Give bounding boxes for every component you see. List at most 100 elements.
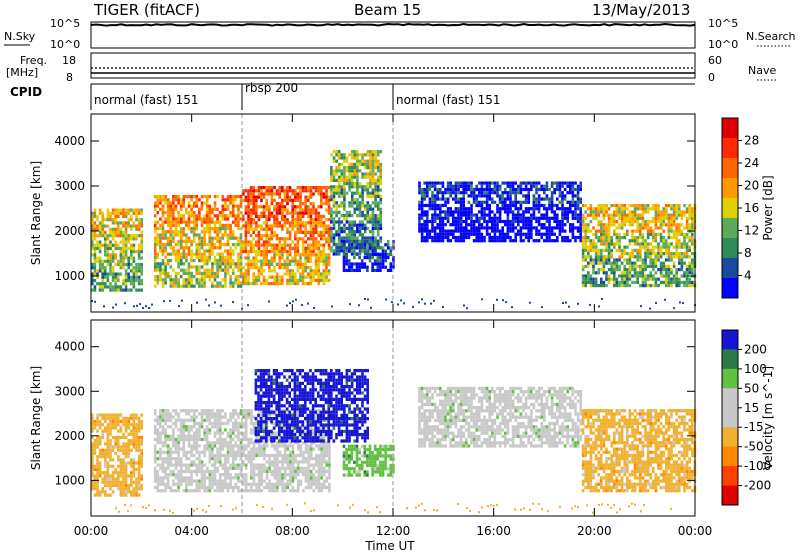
data-cell xyxy=(678,280,681,284)
data-cell xyxy=(96,240,99,244)
colorbar-tick-label: 20 xyxy=(744,179,759,193)
data-cell xyxy=(470,213,473,217)
data-cell xyxy=(659,264,663,268)
data-cell xyxy=(198,233,201,237)
data-cell xyxy=(672,204,676,208)
data-cell xyxy=(337,220,341,224)
data-cell xyxy=(356,204,359,208)
data-cell xyxy=(524,207,528,211)
data-cell xyxy=(101,211,104,215)
data-cell xyxy=(198,243,201,247)
data-cell xyxy=(294,198,297,202)
data-cell xyxy=(360,246,364,250)
data-cell xyxy=(187,479,191,483)
data-cell xyxy=(262,278,266,282)
data-cell xyxy=(441,219,445,224)
data-cell xyxy=(683,242,686,246)
data-cell xyxy=(114,416,117,420)
data-cell xyxy=(652,261,655,265)
data-cell xyxy=(348,223,351,227)
data-cell xyxy=(104,455,107,459)
data-cell xyxy=(185,428,188,432)
data-cell xyxy=(242,272,245,276)
data-cell xyxy=(345,210,349,214)
data-cell xyxy=(597,213,600,217)
data-cell xyxy=(226,249,230,253)
data-cell xyxy=(446,235,450,240)
data-cell xyxy=(574,235,577,240)
data-cell xyxy=(636,242,639,246)
data-cell xyxy=(275,224,279,228)
data-cell xyxy=(446,216,450,220)
data-cell xyxy=(639,264,642,268)
data-cell xyxy=(470,191,473,195)
data-cell xyxy=(239,275,243,279)
data-cell xyxy=(291,256,294,260)
data-cell xyxy=(132,224,136,228)
data-cell xyxy=(159,268,162,272)
data-cell xyxy=(172,469,175,474)
data-cell xyxy=(182,444,186,448)
data-cell xyxy=(114,471,117,475)
data-cell xyxy=(286,230,289,234)
data-cell xyxy=(579,229,582,233)
data-cell xyxy=(537,239,541,243)
data-cell xyxy=(161,278,165,282)
data-cell xyxy=(654,236,658,240)
data-cell xyxy=(211,239,214,243)
data-cell xyxy=(270,195,274,199)
data-cell xyxy=(691,210,694,214)
colorbar-tick-label: 12 xyxy=(744,224,759,238)
data-cell xyxy=(685,216,689,220)
data-cell xyxy=(190,198,193,202)
data-cell xyxy=(166,418,170,422)
data-cell xyxy=(166,412,170,416)
data-cell xyxy=(273,266,276,270)
data-cell xyxy=(369,162,372,166)
data-cell xyxy=(644,261,647,265)
data-cell xyxy=(169,418,173,422)
data-cell xyxy=(418,187,421,192)
data-cell xyxy=(633,213,637,217)
data-cell xyxy=(527,229,530,233)
data-cell xyxy=(356,182,359,186)
data-cell xyxy=(584,210,587,214)
data-cell xyxy=(667,271,671,275)
data-cell xyxy=(374,162,377,166)
data-cell xyxy=(535,219,538,224)
data-cell xyxy=(529,301,531,304)
data-cell xyxy=(101,218,104,222)
data-cell xyxy=(174,281,178,285)
data-cell xyxy=(688,245,691,249)
data-cell xyxy=(301,250,305,254)
data-cell xyxy=(172,421,175,426)
data-cell xyxy=(462,184,465,188)
data-cell xyxy=(475,232,478,236)
data-cell xyxy=(379,262,382,266)
data-cell xyxy=(498,207,502,211)
data-cell xyxy=(231,284,235,288)
data-cell xyxy=(161,204,165,208)
data-cell xyxy=(581,252,585,256)
data-cell xyxy=(177,482,180,486)
data-cell xyxy=(190,259,193,263)
data-cell xyxy=(187,428,191,432)
data-cell xyxy=(320,234,323,238)
data-cell xyxy=(286,218,289,222)
data-cell xyxy=(185,246,188,250)
data-cell xyxy=(249,189,253,193)
data-cell xyxy=(137,208,141,212)
data-cell xyxy=(135,439,138,443)
data-cell xyxy=(294,205,297,209)
data-cell xyxy=(91,413,94,417)
data-cell xyxy=(278,195,281,199)
data-cell xyxy=(361,198,364,202)
data-cell xyxy=(379,207,383,211)
data-cell xyxy=(613,277,616,281)
data-cell xyxy=(208,211,212,215)
data-cell xyxy=(386,256,390,260)
data-cell xyxy=(205,271,209,275)
data-cell xyxy=(506,229,510,233)
data-cell xyxy=(200,265,204,269)
data-cell xyxy=(124,224,128,228)
